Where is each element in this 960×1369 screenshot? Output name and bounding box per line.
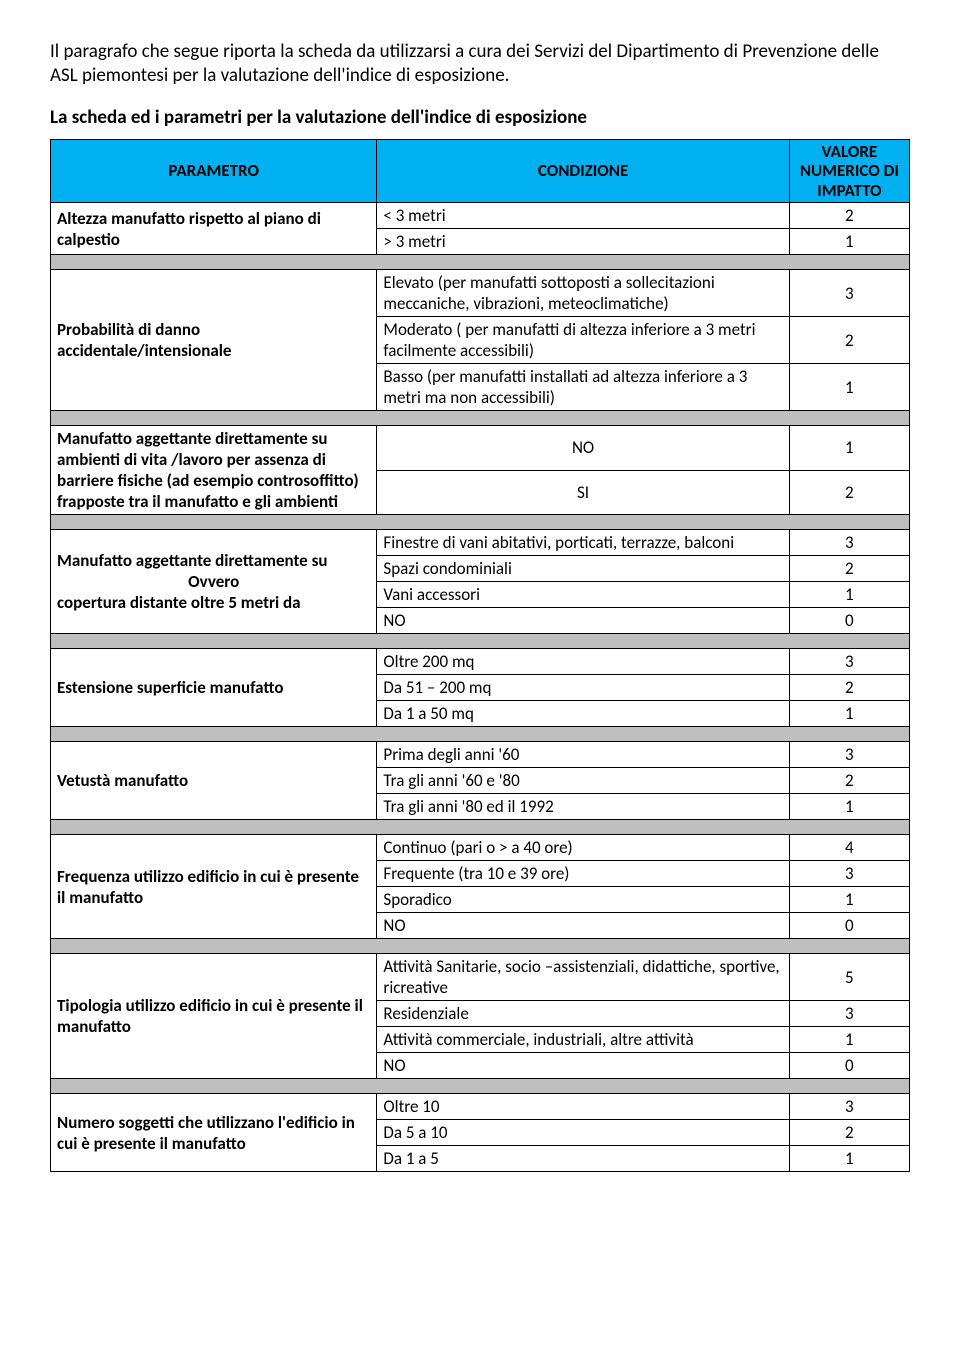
cond-cell: Attività Sanitarie, socio –assistenziali… xyxy=(377,954,789,1001)
cond-cell: Da 1 a 5 xyxy=(377,1146,789,1172)
section-title: La scheda ed i parametri per la valutazi… xyxy=(50,106,910,129)
cond-cell: SI xyxy=(377,470,789,515)
header-condizione: CONDIZIONE xyxy=(377,139,789,203)
cond-cell: Basso (per manufatti installati ad altez… xyxy=(377,364,789,411)
cond-cell: Attività commerciale, industriali, altre… xyxy=(377,1027,789,1053)
val-cell: 1 xyxy=(789,1146,909,1172)
table-row: Frequenza utilizzo edificio in cui è pre… xyxy=(51,835,910,861)
table-row: Numero soggetti che utilizzano l'edifici… xyxy=(51,1094,910,1120)
cond-cell: Prima degli anni '60 xyxy=(377,742,789,768)
param-cell: Tipologia utilizzo edificio in cui è pre… xyxy=(51,954,377,1079)
param-cell: Frequenza utilizzo edificio in cui è pre… xyxy=(51,835,377,939)
val-cell: 3 xyxy=(789,649,909,675)
spacer-row xyxy=(51,411,910,426)
val-cell: 4 xyxy=(789,835,909,861)
cond-cell: Spazi condominiali xyxy=(377,556,789,582)
param-cell: Numero soggetti che utilizzano l'edifici… xyxy=(51,1094,377,1172)
spacer-row xyxy=(51,515,910,530)
val-cell: 1 xyxy=(789,794,909,820)
cond-cell: Frequente (tra 10 e 39 ore) xyxy=(377,861,789,887)
spacer-row xyxy=(51,1079,910,1094)
spacer-row xyxy=(51,255,910,270)
val-cell: 2 xyxy=(789,203,909,229)
val-cell: 2 xyxy=(789,1120,909,1146)
table-row: Manufatto aggettante direttamente su Ovv… xyxy=(51,530,910,556)
cond-cell: Da 51 – 200 mq xyxy=(377,675,789,701)
param-cell: Estensione superficie manufatto xyxy=(51,649,377,727)
cond-cell: Residenziale xyxy=(377,1001,789,1027)
intro-paragraph: Il paragrafo che segue riporta la scheda… xyxy=(50,40,910,88)
param-line: Manufatto aggettante direttamente su xyxy=(57,550,327,571)
val-cell: 3 xyxy=(789,861,909,887)
val-cell: 1 xyxy=(789,364,909,411)
header-valore: VALORE NUMERICO DI IMPATTO xyxy=(789,139,909,203)
table-row: Altezza manufatto rispetto al piano di c… xyxy=(51,203,910,229)
val-cell: 3 xyxy=(789,1001,909,1027)
val-cell: 0 xyxy=(789,913,909,939)
val-cell: 1 xyxy=(789,887,909,913)
table-row: Probabilità di danno accidentale/intensi… xyxy=(51,270,910,317)
spacer-row xyxy=(51,727,910,742)
val-cell: 1 xyxy=(789,582,909,608)
val-cell: 1 xyxy=(789,229,909,255)
cond-cell: Da 1 a 50 mq xyxy=(377,701,789,727)
cond-cell: NO xyxy=(377,913,789,939)
cond-cell: Oltre 10 xyxy=(377,1094,789,1120)
header-parametro: PARAMETRO xyxy=(51,139,377,203)
val-cell: 2 xyxy=(789,317,909,364)
cond-cell: Tra gli anni '80 ed il 1992 xyxy=(377,794,789,820)
cond-cell: Tra gli anni '60 e '80 xyxy=(377,768,789,794)
cond-cell: < 3 metri xyxy=(377,203,789,229)
val-cell: 5 xyxy=(789,954,909,1001)
cond-cell: Finestre di vani abitativi, porticati, t… xyxy=(377,530,789,556)
cond-cell: NO xyxy=(377,426,789,471)
table-row: Estensione superficie manufatto Oltre 20… xyxy=(51,649,910,675)
evaluation-table: PARAMETRO CONDIZIONE VALORE NUMERICO DI … xyxy=(50,139,910,1173)
param-cell: Vetustà manufatto xyxy=(51,742,377,820)
spacer-row xyxy=(51,939,910,954)
table-row: Manufatto aggettante direttamente su amb… xyxy=(51,426,910,471)
param-cell: Probabilità di danno accidentale/intensi… xyxy=(51,270,377,411)
table-row: Vetustà manufatto Prima degli anni '60 3 xyxy=(51,742,910,768)
param-line: copertura distante oltre 5 metri da xyxy=(57,592,301,613)
param-cell: Manufatto aggettante direttamente su Ovv… xyxy=(51,530,377,634)
cond-cell: Moderato ( per manufatti di altezza infe… xyxy=(377,317,789,364)
val-cell: 1 xyxy=(789,426,909,471)
cond-cell: NO xyxy=(377,1053,789,1079)
val-cell: 2 xyxy=(789,675,909,701)
cond-cell: Vani accessori xyxy=(377,582,789,608)
param-cell: Altezza manufatto rispetto al piano di c… xyxy=(51,203,377,255)
val-cell: 2 xyxy=(789,768,909,794)
param-line: Ovvero xyxy=(57,571,370,592)
param-cell: Manufatto aggettante direttamente su amb… xyxy=(51,426,377,515)
cond-cell: Sporadico xyxy=(377,887,789,913)
cond-cell: Elevato (per manufatti sottoposti a soll… xyxy=(377,270,789,317)
val-cell: 1 xyxy=(789,1027,909,1053)
val-cell: 2 xyxy=(789,556,909,582)
val-cell: 2 xyxy=(789,470,909,515)
cond-cell: Continuo (pari o > a 40 ore) xyxy=(377,835,789,861)
val-cell: 0 xyxy=(789,608,909,634)
cond-cell: Oltre 200 mq xyxy=(377,649,789,675)
table-header-row: PARAMETRO CONDIZIONE VALORE NUMERICO DI … xyxy=(51,139,910,203)
val-cell: 0 xyxy=(789,1053,909,1079)
cond-cell: Da 5 a 10 xyxy=(377,1120,789,1146)
val-cell: 3 xyxy=(789,742,909,768)
val-cell: 3 xyxy=(789,530,909,556)
val-cell: 3 xyxy=(789,270,909,317)
spacer-row xyxy=(51,634,910,649)
val-cell: 3 xyxy=(789,1094,909,1120)
cond-cell: > 3 metri xyxy=(377,229,789,255)
val-cell: 1 xyxy=(789,701,909,727)
spacer-row xyxy=(51,820,910,835)
table-row: Tipologia utilizzo edificio in cui è pre… xyxy=(51,954,910,1001)
cond-cell: NO xyxy=(377,608,789,634)
